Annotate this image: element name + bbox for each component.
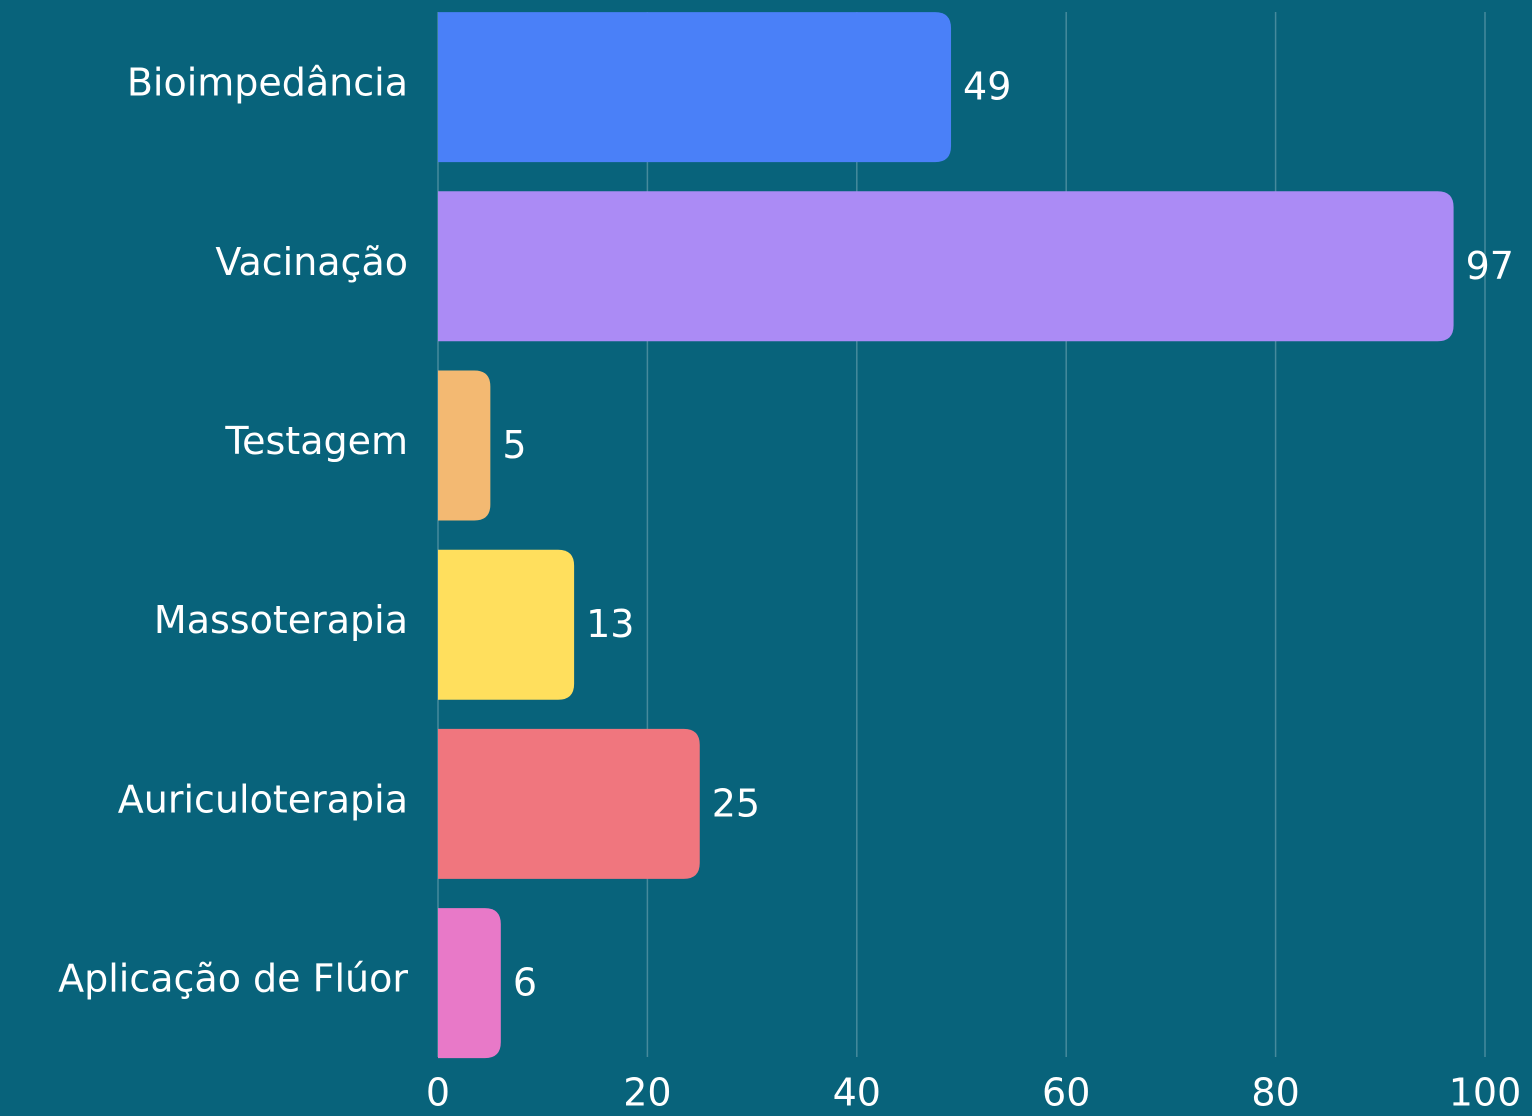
bar xyxy=(438,728,700,879)
bar xyxy=(438,370,491,521)
value-label: 97 xyxy=(1466,244,1514,288)
y-tick-label: Vacinação xyxy=(215,240,408,284)
bar xyxy=(438,549,575,700)
bar xyxy=(438,191,1454,342)
y-tick-label: Aplicação de Flúor xyxy=(58,957,408,1001)
value-label: 25 xyxy=(712,781,760,825)
value-label: 6 xyxy=(513,961,537,1005)
x-tick-label: 40 xyxy=(833,1071,881,1115)
x-tick-label: 60 xyxy=(1042,1071,1090,1115)
y-tick-label: Bioimpedância xyxy=(127,61,408,105)
x-tick-label: 80 xyxy=(1251,1071,1299,1115)
bar xyxy=(438,12,952,163)
y-tick-label: Massoterapia xyxy=(154,598,408,642)
value-label: 49 xyxy=(963,65,1011,109)
x-tick-label: 100 xyxy=(1449,1071,1522,1115)
y-tick-label: Testagem xyxy=(224,419,408,463)
value-label: 13 xyxy=(586,602,634,646)
x-tick-label: 20 xyxy=(623,1071,671,1115)
bar xyxy=(438,908,501,1059)
y-tick-label: Auriculoterapia xyxy=(118,777,408,821)
value-label: 5 xyxy=(502,423,526,467)
x-tick-label: 0 xyxy=(426,1071,450,1115)
